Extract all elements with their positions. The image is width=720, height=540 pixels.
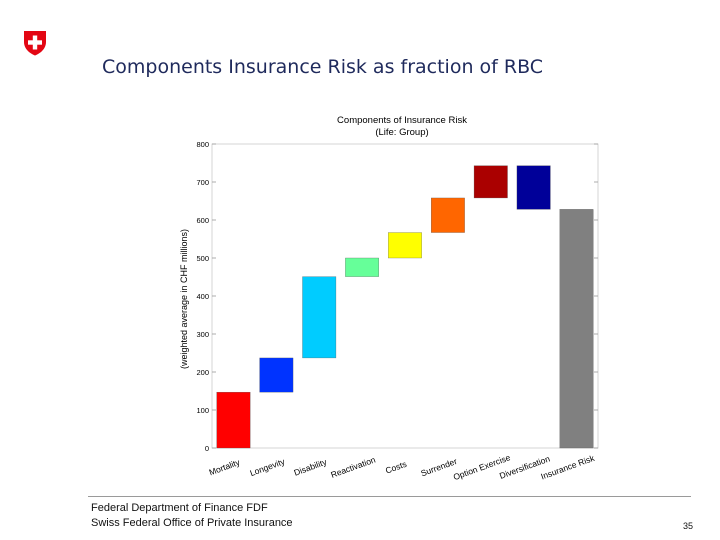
x-tick-label: Costs [384,459,408,476]
bar-costs [388,232,422,259]
footer-office: Swiss Federal Office of Private Insuranc… [91,517,293,529]
bar-disability [302,276,337,359]
y-tick-label: 300 [196,330,209,339]
y-tick-label: 400 [196,292,209,301]
bar-reactivation [345,257,379,277]
bars [216,165,594,449]
y-tick-label: 100 [196,406,209,415]
page-number: 35 [682,521,693,531]
x-tick-label: Longevity [248,456,286,478]
x-tick-label: Disability [293,456,329,477]
swiss-cross-icon [22,30,48,56]
x-tick-label: Reactivation [329,454,377,479]
bar-surrender [431,197,465,233]
bar-insurance-risk [559,209,594,449]
y-tick-label: 800 [196,140,209,149]
y-tick-label: 700 [196,178,209,187]
footer-department: Federal Department of Finance FDF [91,502,268,514]
y-tick-label: 0 [205,444,209,453]
bar-diversification [516,165,551,210]
chart-svg: Components of Insurance Risk (Life: Grou… [179,115,599,482]
x-labels: Mortality Longevity Disability Reactivation… [208,452,597,482]
footer-divider [88,496,691,497]
y-axis: 0 100 200 300 400 500 600 700 800 [196,140,598,453]
y-tick-label: 500 [196,254,209,263]
bar-option-exercise [473,165,508,199]
bar-mortality [216,391,251,449]
page-title: Components Insurance Risk as fraction of… [102,56,544,78]
y-tick-label: 600 [196,216,209,225]
waterfall-chart: Components of Insurance Risk (Life: Grou… [170,108,610,488]
y-axis-label: (weighted average in CHF millions) [179,229,189,369]
chart-subtitle: (Life: Group) [375,127,428,138]
chart-title: Components of Insurance Risk [337,115,467,126]
x-tick-label: Mortality [208,457,242,478]
y-tick-label: 200 [196,368,209,377]
bar-longevity [259,357,294,393]
